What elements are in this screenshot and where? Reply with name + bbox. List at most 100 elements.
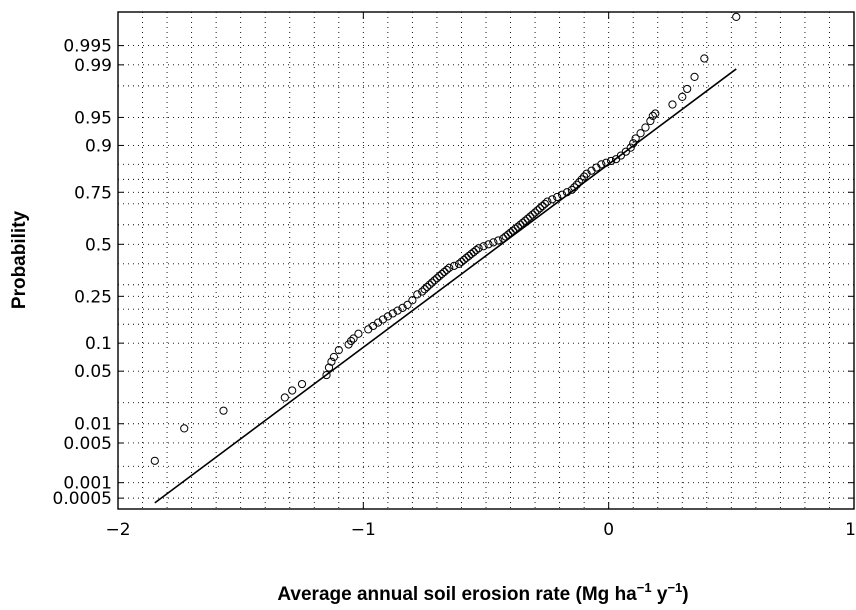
x-axis-label-end: ) xyxy=(682,584,688,605)
data-point xyxy=(646,116,655,126)
data-point xyxy=(516,220,525,229)
x-tick-labels: −2 −1 0 1 xyxy=(105,520,856,540)
y-tick-label: 0.75 xyxy=(74,183,112,203)
data-point xyxy=(567,185,576,194)
data-point xyxy=(530,208,540,217)
data-point xyxy=(418,287,427,296)
x-axis-label-mid: y xyxy=(652,584,668,605)
y-tick-label: 0.99 xyxy=(74,56,112,76)
data-point xyxy=(479,242,488,251)
y-tick-label: 0.995 xyxy=(63,37,112,57)
data-point xyxy=(648,111,657,120)
data-point xyxy=(562,188,572,197)
data-point xyxy=(420,285,429,294)
data-point xyxy=(334,346,343,355)
data-point xyxy=(668,100,677,109)
data-point xyxy=(388,309,397,318)
data-point xyxy=(641,123,650,132)
data-point xyxy=(553,192,562,202)
data-point xyxy=(499,234,508,243)
data-point xyxy=(528,210,537,219)
data-point xyxy=(629,139,638,148)
x-axis-label: Average annual soil erosion rate (Mg ha−… xyxy=(277,580,688,605)
y-axis-label: Probability xyxy=(9,210,30,309)
fit-line-group xyxy=(154,68,737,504)
data-point xyxy=(636,129,645,138)
data-point xyxy=(577,175,586,184)
data-point xyxy=(408,296,417,305)
data-point xyxy=(570,183,579,192)
data-point xyxy=(526,212,535,221)
data-point xyxy=(393,306,402,315)
y-tick-label: 0.01 xyxy=(74,415,112,435)
data-point xyxy=(700,54,709,63)
x-axis-label-sup2: −1 xyxy=(667,580,682,595)
axis-ticks xyxy=(117,12,855,509)
data-point xyxy=(518,218,527,227)
data-point xyxy=(297,379,307,389)
data-point xyxy=(484,240,493,249)
data-point xyxy=(280,393,289,402)
fit-line xyxy=(154,68,737,504)
data-point xyxy=(572,180,581,189)
data-point xyxy=(288,386,297,395)
y-tick-label: 0.0005 xyxy=(53,489,112,509)
y-tick-label: 0.25 xyxy=(74,287,112,307)
x-tick-label: −2 xyxy=(105,520,130,540)
data-point xyxy=(597,160,606,169)
data-point xyxy=(322,370,331,380)
y-tick-label: 0.05 xyxy=(74,362,112,382)
data-point xyxy=(494,236,503,245)
data-point xyxy=(457,257,466,266)
data-point xyxy=(535,204,545,213)
y-tick-label: 0.1 xyxy=(85,334,112,354)
data-point xyxy=(327,357,336,366)
data-point xyxy=(454,259,464,268)
data-point xyxy=(651,109,660,118)
y-tick-label: 0.95 xyxy=(74,108,112,128)
data-point xyxy=(346,336,356,346)
data-point xyxy=(523,214,532,223)
data-point xyxy=(602,158,611,167)
data-point xyxy=(435,272,444,281)
data-point xyxy=(548,195,557,204)
data-point xyxy=(631,134,640,143)
grid xyxy=(118,12,854,509)
data-point xyxy=(690,72,699,82)
data-point xyxy=(521,216,530,225)
data-point xyxy=(413,290,422,299)
y-tick-label: 0.001 xyxy=(63,474,112,494)
data-point xyxy=(538,201,547,211)
data-point xyxy=(511,224,520,233)
data-point xyxy=(464,251,473,261)
data-point xyxy=(621,147,630,156)
data-point xyxy=(150,456,159,465)
plot-frame xyxy=(117,11,855,510)
data-point xyxy=(580,172,589,181)
data-point xyxy=(575,177,584,187)
data-point xyxy=(459,255,469,264)
x-tick-label: 0 xyxy=(603,520,614,540)
data-point xyxy=(403,300,412,310)
x-axis-label-sup1: −1 xyxy=(637,580,652,595)
data-point xyxy=(442,265,451,274)
data-point xyxy=(508,226,518,235)
x-axis-label-text: Average annual soil erosion rate (Mg ha xyxy=(277,584,637,605)
data-point xyxy=(445,263,454,272)
data-point xyxy=(506,228,515,237)
data-point xyxy=(349,334,358,343)
data-point xyxy=(626,143,635,152)
data-point xyxy=(440,267,449,277)
data-point xyxy=(427,278,437,287)
data-point xyxy=(432,274,442,283)
data-point xyxy=(503,230,513,239)
data-point xyxy=(557,190,567,199)
data-points xyxy=(150,12,741,465)
data-point xyxy=(683,84,692,94)
data-point xyxy=(489,238,498,247)
data-point xyxy=(543,197,552,206)
y-tick-label: 0.5 xyxy=(85,235,112,255)
y-tick-label: 0.005 xyxy=(63,434,112,454)
